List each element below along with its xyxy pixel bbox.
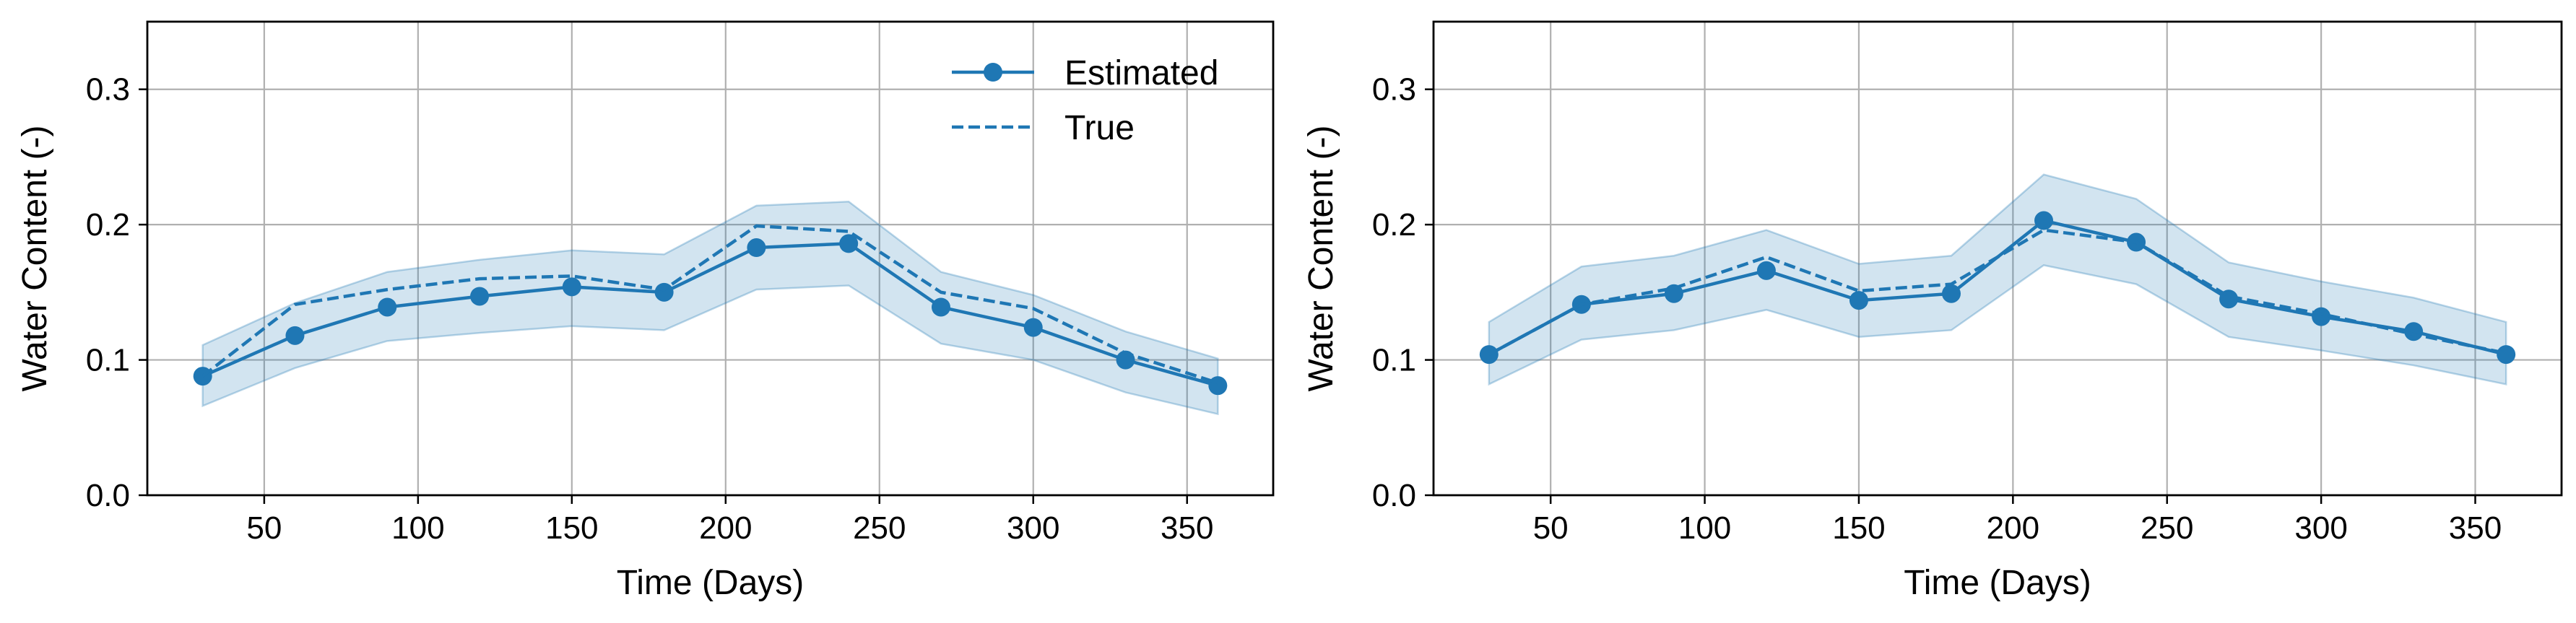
x-axis-label: Time (Days): [1904, 564, 2091, 602]
estimated-data-point: [839, 234, 859, 253]
estimated-data-point: [2034, 211, 2054, 230]
x-tick-label: 300: [1007, 510, 1059, 546]
y-tick-label: 0.0: [86, 478, 130, 513]
true-series-line: [201, 224, 1219, 385]
x-tick-label: 350: [2449, 510, 2502, 546]
estimated-data-point: [562, 277, 581, 297]
estimated-data-point: [1208, 376, 1228, 396]
uncertainty-band: [1488, 173, 2507, 386]
y-tick-label: 0.1: [1372, 343, 1416, 378]
x-tick-label: 50: [1533, 510, 1569, 546]
estimated-data-point: [654, 282, 674, 302]
estimated-data-point: [285, 326, 305, 345]
x-tick-label: 300: [2294, 510, 2347, 546]
x-tick-label: 350: [1161, 510, 1213, 546]
y-tick-label: 0.0: [1372, 478, 1416, 513]
x-tick-label: 50: [246, 510, 282, 546]
estimated-data-point: [1023, 318, 1043, 337]
x-tick-label: 250: [2141, 510, 2193, 546]
y-tick-label: 0.3: [1372, 72, 1416, 108]
uncertainty-band: [201, 201, 1219, 416]
y-tick-label: 0.3: [86, 72, 130, 108]
estimated-data-point: [1664, 284, 1683, 303]
x-tick-label: 250: [853, 510, 906, 546]
x-tick-label: 150: [1832, 510, 1885, 546]
x-tick-label: 200: [1987, 510, 2039, 546]
legend-true-label: True: [1064, 109, 1135, 147]
estimated-data-point: [2497, 345, 2516, 365]
x-tick-label: 100: [1678, 510, 1731, 546]
y-axis-label: Water Content (-): [16, 126, 54, 392]
estimated-data-point: [1941, 284, 1961, 303]
left-chart-panel: 50 100 150 200 250 300 350 0.0 0.1 0.2 0.3 Time (Da…: [16, 20, 1275, 602]
x-tick-label: 150: [545, 510, 598, 546]
true-series-line: [1488, 228, 2507, 357]
estimated-data-point: [931, 297, 950, 317]
estimated-data-point: [1849, 291, 1868, 310]
estimated-series-line: [201, 242, 1218, 388]
legend: Estimated True: [952, 54, 1218, 147]
estimated-data-point: [378, 297, 397, 317]
y-tick-label: 0.2: [86, 207, 130, 243]
estimated-data-point: [2312, 307, 2331, 326]
x-tick-label: 200: [699, 510, 752, 546]
x-tick-label: 100: [391, 510, 444, 546]
right-chart-panel: 50 100 150 200 250 300 350 0.0 0.1 0.2 0.3 Time (Da…: [1302, 20, 2563, 602]
axes-frame: [1432, 20, 2563, 497]
y-tick-label: 0.2: [1372, 207, 1416, 243]
estimated-data-point: [747, 238, 766, 258]
axes-frame: [146, 20, 1275, 497]
legend-estimated-label: Estimated: [1064, 54, 1218, 92]
estimated-data-point: [1756, 261, 1776, 280]
legend-estimated-marker: [984, 63, 1002, 82]
y-axis-label: Water Content (-): [1302, 126, 1340, 392]
y-tick-label: 0.1: [86, 343, 130, 378]
estimated-data-point: [2404, 322, 2424, 341]
estimated-data-point: [470, 287, 490, 306]
x-axis-label: Time (Days): [617, 564, 805, 602]
